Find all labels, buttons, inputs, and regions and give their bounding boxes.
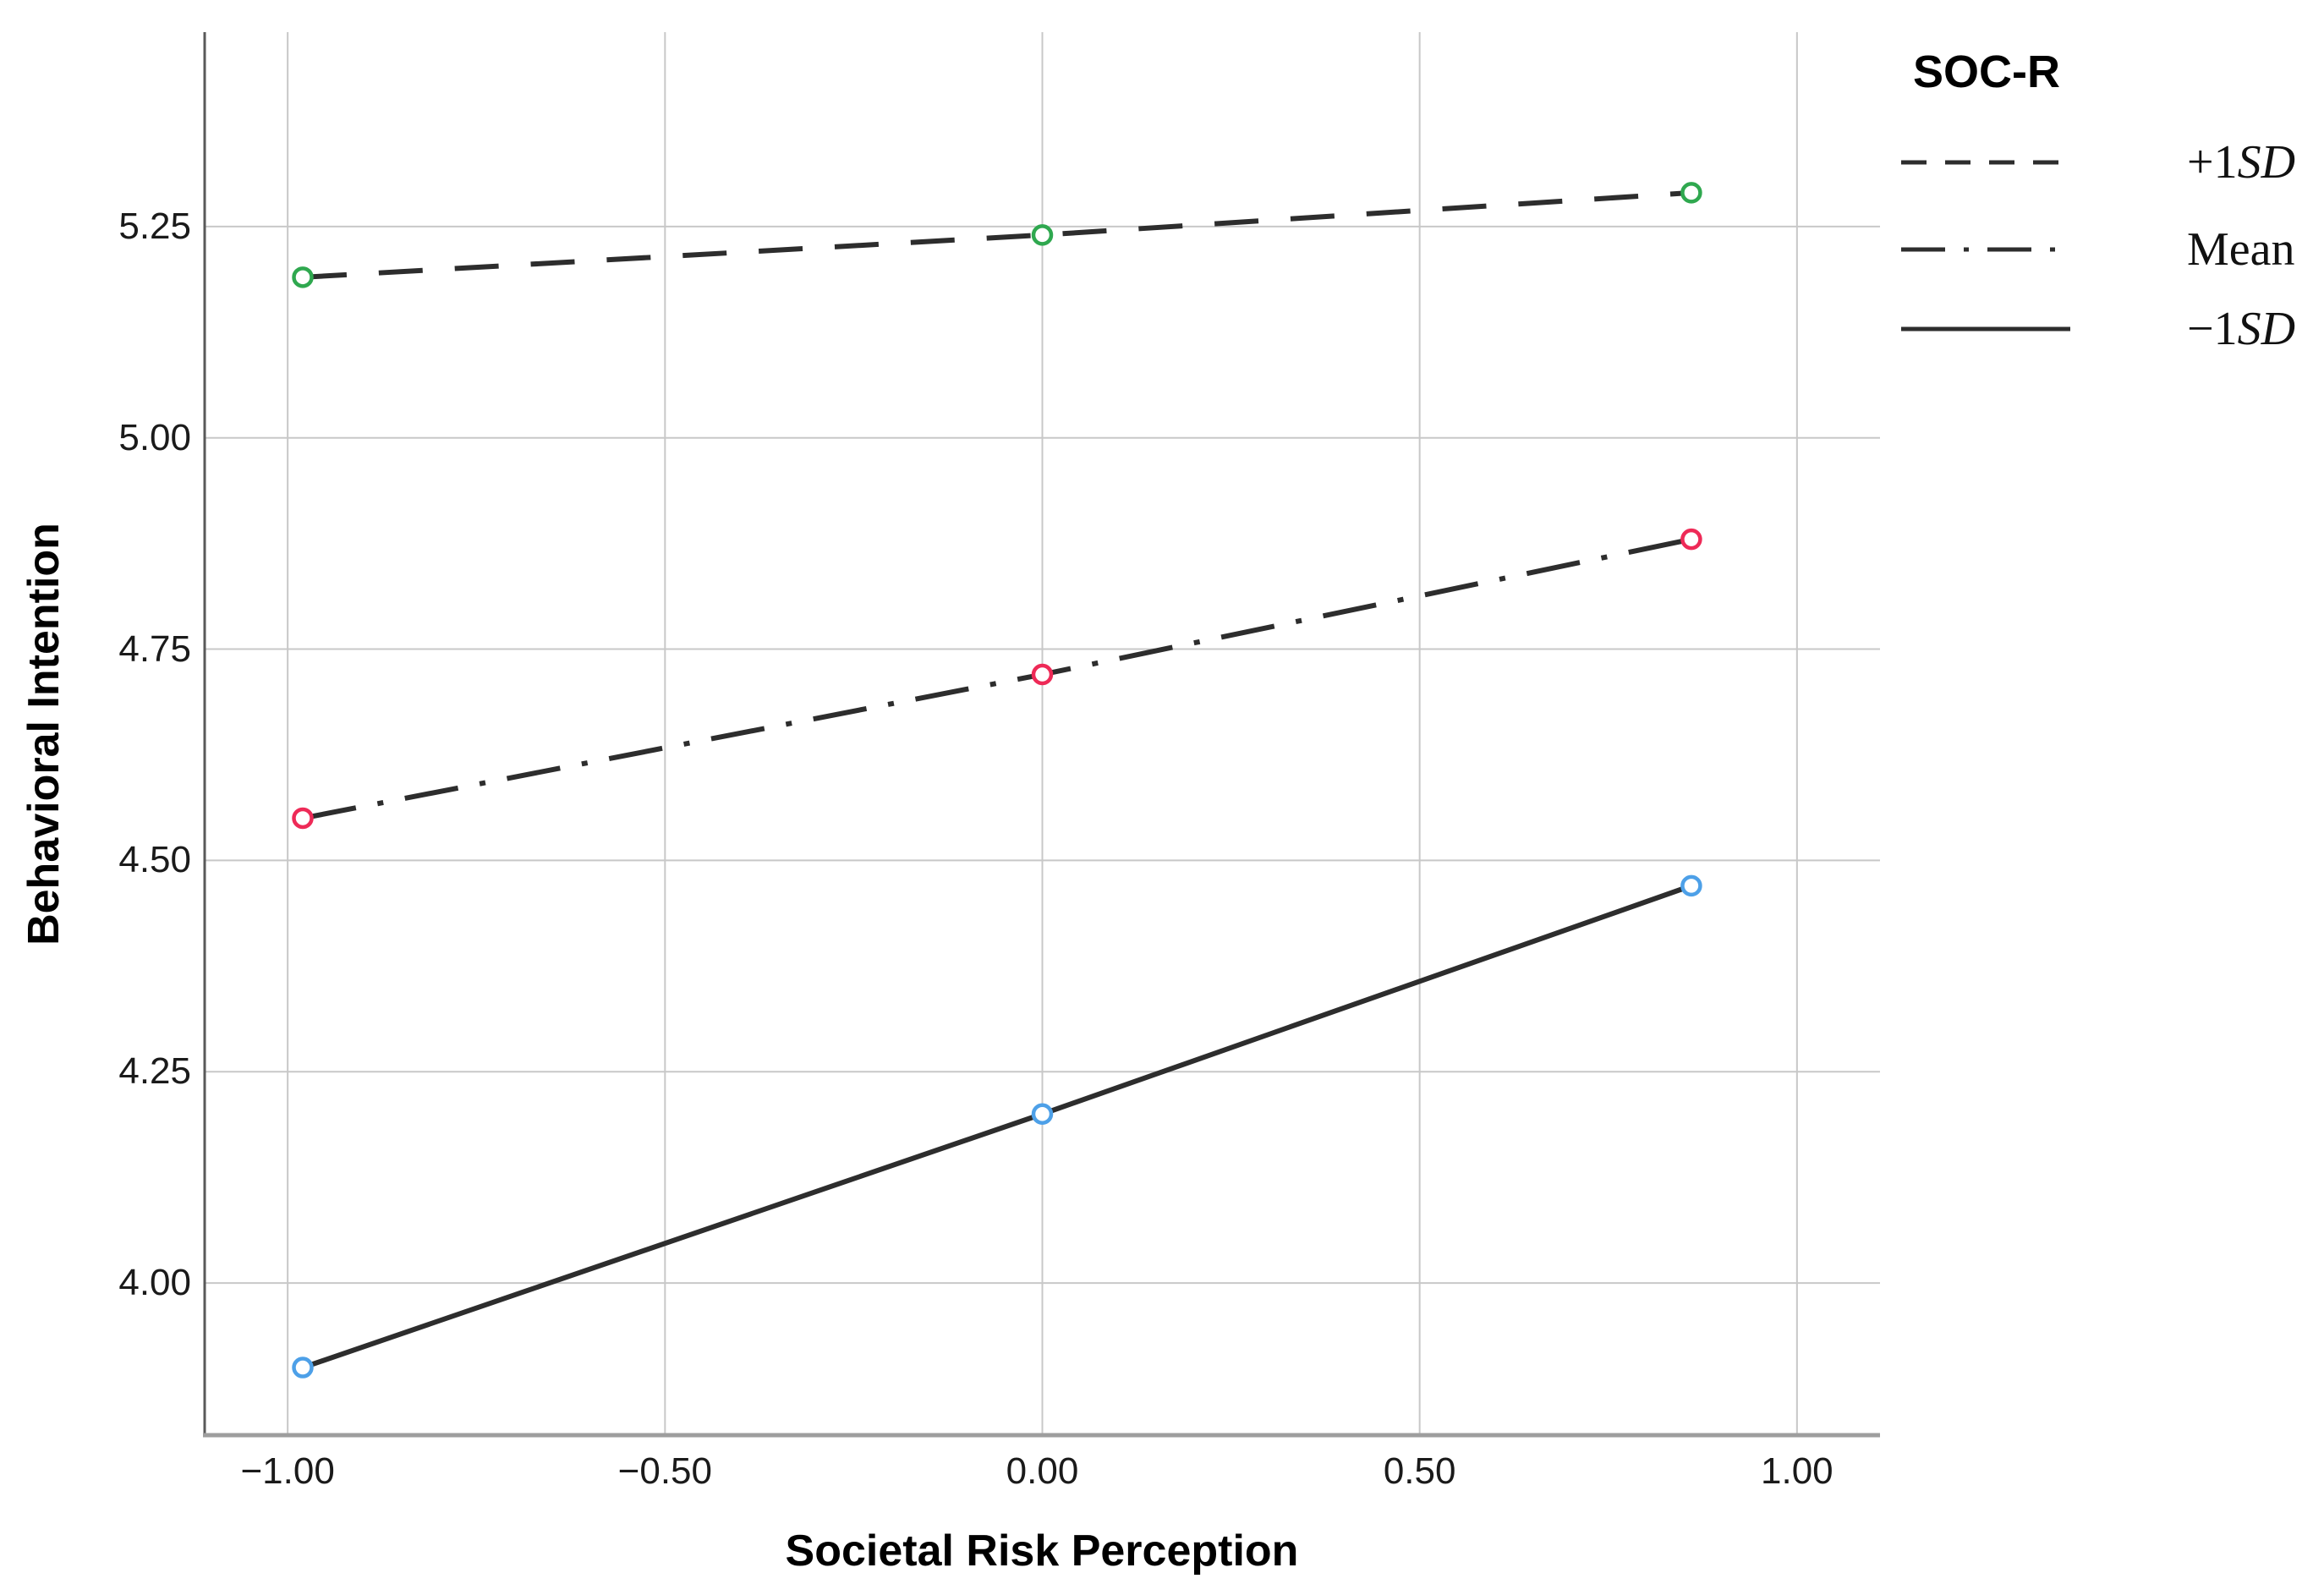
legend-item-label-+1SD: +1SD: [2187, 134, 2295, 191]
y-tick-label-5.00: 5.00: [118, 416, 191, 458]
y-tick-label-4.50: 4.50: [118, 839, 191, 881]
legend-item-label-Mean: Mean: [2187, 221, 2295, 278]
marker-+1SD-point-2: [1680, 182, 1702, 204]
x-tick-label-−1.00: −1.00: [240, 1450, 335, 1492]
marker-−1SD-point-0: [292, 1357, 314, 1378]
legend-label-part: SD: [2237, 303, 2296, 355]
x-tick-label-1.00: 1.00: [1761, 1450, 1833, 1492]
legend-label-part: Mean: [2187, 223, 2295, 276]
legend-label-part: +1: [2187, 136, 2238, 189]
marker-Mean-point-2: [1680, 528, 1702, 551]
marker-+1SD-point-1: [1031, 224, 1054, 246]
x-tick-label-−0.50: −0.50: [617, 1450, 712, 1492]
x-tick-label-0.50: 0.50: [1383, 1450, 1456, 1492]
marker-−1SD-point-1: [1031, 1103, 1054, 1125]
legend-item-label-−1SD: −1SD: [2187, 300, 2295, 358]
series-line-+1SD: [302, 189, 1692, 280]
legend-title: SOC-R: [1913, 47, 2060, 97]
y-tick-label-4.00: 4.00: [118, 1262, 191, 1304]
y-tick-label-4.75: 4.75: [118, 628, 191, 670]
y-axis-title: Behavioral Intention: [19, 523, 69, 945]
legend-label-part: SD: [2237, 136, 2296, 189]
x-axis-title: Societal Risk Perception: [785, 1526, 1299, 1576]
x-tick-label-0.00: 0.00: [1006, 1450, 1079, 1492]
y-tick-label-4.25: 4.25: [118, 1050, 191, 1093]
marker-Mean-point-0: [292, 807, 314, 830]
series-line-Mean: [302, 536, 1692, 821]
legend-label-part: −1: [2187, 303, 2238, 355]
marker-Mean-point-1: [1031, 663, 1054, 686]
series-line-−1SD: [302, 883, 1692, 1370]
marker-+1SD-point-0: [292, 266, 314, 288]
y-tick-label-5.25: 5.25: [118, 205, 191, 247]
marker-−1SD-point-2: [1680, 874, 1702, 897]
